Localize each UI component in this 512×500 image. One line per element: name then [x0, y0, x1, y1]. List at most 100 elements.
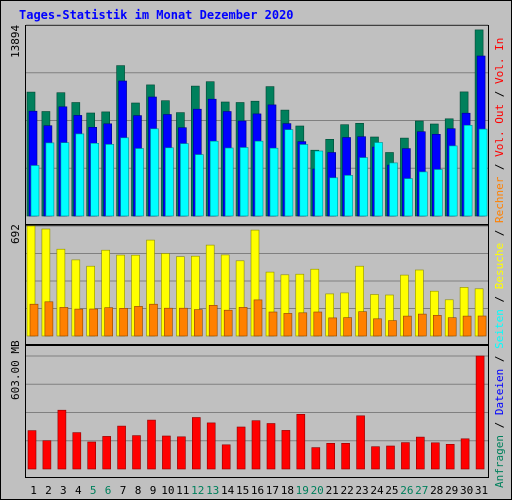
- bar-rechner-day-16: [253, 299, 263, 337]
- panel-3-y-max-label: 603.00 MB: [9, 340, 22, 400]
- bar-seiten-day-3: [60, 142, 70, 217]
- bar-vol-out-day-20: [311, 447, 321, 470]
- bar-vol-out-day-1: [27, 430, 37, 470]
- x-tick-label-day-26: 26: [400, 484, 413, 497]
- bar-rechner-day-17: [268, 311, 278, 337]
- bar-rechner-day-29: [447, 317, 457, 337]
- bar-seiten-day-17: [269, 147, 279, 217]
- x-tick-label-day-25: 25: [385, 484, 398, 497]
- bar-vol-out-day-10: [162, 435, 171, 470]
- bar-seiten-day-25: [389, 162, 398, 217]
- bar-seiten-day-2: [45, 142, 55, 217]
- bar-seiten-day-20: [314, 150, 324, 217]
- panel-2-y-max-label: 692: [9, 224, 22, 244]
- bar-seiten-day-6: [105, 144, 114, 217]
- x-tick-label-day-8: 8: [135, 484, 142, 497]
- x-tick-label-day-10: 10: [161, 484, 174, 497]
- x-tick-label-day-30: 30: [460, 484, 473, 497]
- x-tick-label-day-12: 12: [191, 484, 204, 497]
- legend-part-7: /: [493, 223, 506, 243]
- bar-rechner-day-31: [477, 315, 487, 337]
- visits-hosts-panel: [25, 225, 489, 345]
- bar-rechner-day-21: [328, 317, 338, 337]
- bar-seiten-day-24: [374, 142, 383, 217]
- x-tick-label-day-28: 28: [430, 484, 443, 497]
- bar-vol-out-day-31: [475, 355, 485, 470]
- bar-seiten-day-30: [463, 125, 473, 217]
- bar-seiten-day-14: [224, 147, 234, 217]
- bar-rechner-day-1: [29, 303, 39, 337]
- bar-rechner-day-18: [283, 313, 293, 337]
- bar-rechner-day-27: [417, 313, 427, 337]
- bar-vol-out-day-22: [341, 442, 350, 470]
- bar-seiten-day-28: [433, 169, 443, 217]
- x-tick-label-day-1: 1: [30, 484, 37, 497]
- requests-files-pages-panel: [25, 24, 489, 225]
- x-tick-label-day-4: 4: [75, 484, 82, 497]
- bar-vol-out-day-23: [356, 415, 365, 470]
- bar-rechner-day-20: [313, 311, 323, 337]
- x-tick-label-day-6: 6: [105, 484, 112, 497]
- legend-part-9: /: [493, 157, 506, 177]
- bar-seiten-day-1: [30, 165, 40, 217]
- bar-vol-out-day-21: [326, 442, 336, 470]
- bar-vol-out-day-14: [221, 444, 231, 470]
- bar-seiten-day-21: [329, 177, 339, 217]
- x-tick-label-day-29: 29: [445, 484, 458, 497]
- x-tick-label-day-18: 18: [281, 484, 294, 497]
- bar-vol-out-day-3: [57, 409, 67, 470]
- bar-vol-out-day-19: [296, 413, 306, 470]
- bar-seiten-day-11: [180, 143, 189, 217]
- bar-rechner-day-13: [208, 304, 218, 337]
- bar-rechner-day-9: [149, 303, 158, 337]
- bar-vol-out-day-8: [132, 435, 141, 470]
- bar-rechner-day-15: [238, 307, 248, 337]
- bar-seiten-day-27: [418, 171, 428, 217]
- bar-vol-out-day-18: [281, 430, 291, 470]
- bar-seiten-day-5: [90, 143, 99, 217]
- x-tick-label-day-31: 31: [475, 484, 488, 497]
- x-tick-label-day-16: 16: [251, 484, 264, 497]
- bar-rechner-day-28: [432, 314, 442, 337]
- bar-rechner-day-8: [134, 306, 143, 337]
- bar-vol-out-day-25: [386, 445, 395, 470]
- x-tick-label-day-27: 27: [415, 484, 428, 497]
- bar-rechner-day-10: [164, 307, 173, 337]
- x-tick-label-day-17: 17: [266, 484, 279, 497]
- x-tick-label-day-19: 19: [296, 484, 309, 497]
- legend-part-2: Dateien: [493, 369, 506, 415]
- x-tick-label-day-5: 5: [90, 484, 97, 497]
- x-tick-label-day-13: 13: [206, 484, 219, 497]
- bar-vol-out-day-5: [87, 441, 96, 470]
- legend-part-1: /: [493, 415, 506, 435]
- bar-vol-out-day-12: [192, 417, 201, 470]
- bar-rechner-day-25: [388, 320, 397, 337]
- bar-seiten-day-10: [165, 147, 174, 217]
- bar-vol-out-day-26: [401, 442, 410, 470]
- x-tick-label-day-7: 7: [120, 484, 127, 497]
- bar-vol-out-day-7: [117, 425, 126, 470]
- bar-rechner-day-7: [119, 307, 128, 337]
- bar-rechner-day-22: [343, 317, 352, 337]
- bar-vol-out-day-15: [236, 426, 246, 470]
- bar-vol-out-day-27: [415, 436, 425, 470]
- x-tick-label-day-20: 20: [311, 484, 324, 497]
- bar-rechner-day-4: [74, 308, 84, 337]
- bar-seiten-day-26: [404, 178, 413, 217]
- x-tick-label-day-3: 3: [60, 484, 67, 497]
- bar-seiten-day-31: [478, 128, 488, 217]
- x-tick-label-day-2: 2: [45, 484, 52, 497]
- bar-seiten-day-8: [135, 148, 144, 217]
- x-tick-label-day-22: 22: [340, 484, 353, 497]
- bar-rechner-day-14: [223, 309, 233, 337]
- bar-vol-out-day-24: [371, 446, 380, 470]
- bar-seiten-day-18: [284, 129, 294, 217]
- bar-vol-out-day-28: [430, 442, 440, 470]
- bar-rechner-day-26: [403, 315, 412, 337]
- bar-seiten-day-22: [344, 175, 353, 217]
- legend-part-5: /: [493, 289, 506, 309]
- legend-part-10: Vol. Out: [493, 104, 506, 157]
- bar-vol-out-day-16: [251, 420, 261, 470]
- bar-seiten-day-23: [359, 157, 368, 217]
